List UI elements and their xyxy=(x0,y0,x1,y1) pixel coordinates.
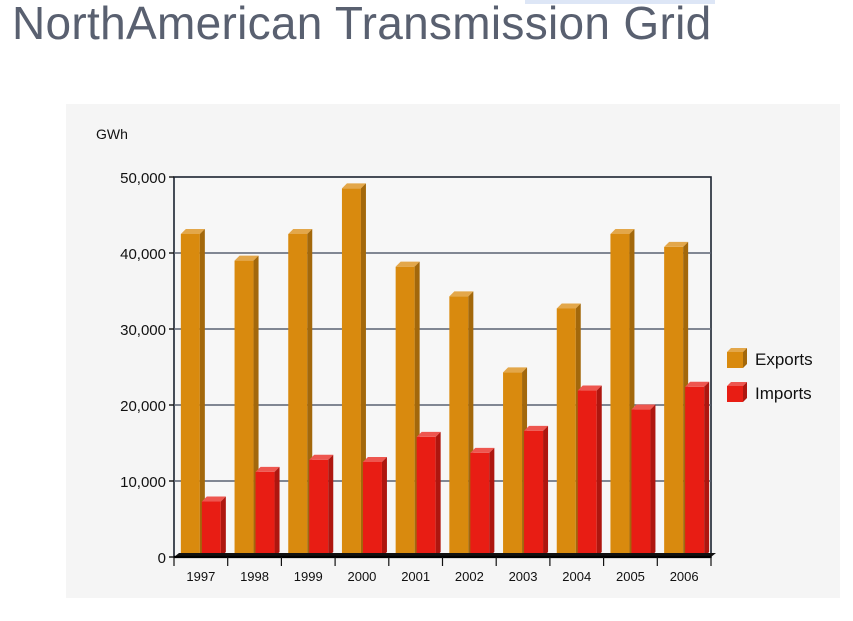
bar-top-exports-2006 xyxy=(664,241,689,247)
y-axis-label: GWh xyxy=(96,126,128,142)
x-tick-label: 1998 xyxy=(240,569,269,584)
bar-top-imports-2003 xyxy=(524,425,549,431)
bar-exports-1998 xyxy=(234,260,254,557)
bar-exports-1997 xyxy=(180,234,200,557)
bar-top-exports-2003 xyxy=(503,367,528,373)
x-tick-label: 2002 xyxy=(455,569,484,584)
bar-top-imports-2006 xyxy=(685,381,710,387)
bar-imports-1997 xyxy=(201,501,221,557)
bar-imports-1998 xyxy=(255,471,275,557)
bar-exports-2006 xyxy=(664,246,684,558)
y-tick-label: 40,000 xyxy=(120,246,166,263)
chart-panel: 50,000 40,000 30,000 20,000 10,000 0 GWh 1997 19… xyxy=(66,104,840,598)
bar-top-exports-2001 xyxy=(395,261,420,267)
bar-top-imports-1998 xyxy=(255,466,280,472)
bar-top-imports-1997 xyxy=(201,496,226,502)
bar-top-exports-1999 xyxy=(288,229,313,234)
bar-side-imports-1997 xyxy=(220,496,226,557)
x-tick-label: 2000 xyxy=(347,569,376,584)
bar-top-imports-2004 xyxy=(577,385,602,391)
bar-side-imports-2002 xyxy=(489,447,495,557)
bar-top-imports-2000 xyxy=(362,457,387,462)
bar-top-exports-2005 xyxy=(610,229,635,234)
bar-side-imports-2001 xyxy=(435,431,441,557)
bar-side-imports-1998 xyxy=(274,466,280,557)
bar-top-exports-2002 xyxy=(449,291,474,297)
legend-swatch-top xyxy=(727,382,747,386)
bar-imports-2003 xyxy=(524,430,544,557)
top-accent-bar xyxy=(525,0,715,4)
bar-top-exports-1997 xyxy=(180,229,205,234)
bar-top-imports-2001 xyxy=(416,431,441,437)
bar-top-exports-2000 xyxy=(341,183,366,189)
legend-label-exports: Exports xyxy=(755,350,813,369)
bar-top-exports-2004 xyxy=(556,303,581,309)
bar-side-imports-2003 xyxy=(543,425,549,557)
bar-imports-2000 xyxy=(362,462,382,557)
bar-side-imports-2006 xyxy=(704,381,710,557)
bar-side-imports-2005 xyxy=(650,404,656,557)
bar-imports-2004 xyxy=(577,390,597,557)
x-tick-label: 2005 xyxy=(616,569,645,584)
y-tick-label: 20,000 xyxy=(120,398,166,415)
y-tick-label: 0 xyxy=(158,550,166,567)
bar-exports-2002 xyxy=(449,296,469,557)
bar-exports-2004 xyxy=(556,308,576,557)
bar-side-imports-1999 xyxy=(328,454,334,557)
x-tick-label: 2003 xyxy=(509,569,538,584)
bar-imports-2002 xyxy=(470,452,490,557)
legend-swatch-side xyxy=(743,382,747,402)
y-tick-label: 30,000 xyxy=(120,322,166,339)
bar-imports-2005 xyxy=(631,409,651,557)
legend-swatch-side xyxy=(743,348,747,368)
x-tick-label: 2004 xyxy=(562,569,591,584)
x-tick-label: 1999 xyxy=(294,569,323,584)
bar-side-exports-1997 xyxy=(199,229,205,557)
bar-imports-2006 xyxy=(685,386,705,557)
bar-top-imports-2005 xyxy=(631,404,656,410)
bar-imports-1999 xyxy=(309,459,329,557)
bar-top-exports-1998 xyxy=(234,255,259,261)
bar-top-imports-2002 xyxy=(470,447,495,453)
bar-side-imports-2000 xyxy=(381,457,387,557)
bar-exports-2005 xyxy=(610,234,630,557)
bar-exports-2001 xyxy=(395,266,415,557)
bar-exports-2003 xyxy=(503,372,523,557)
legend-swatch-exports xyxy=(727,352,743,368)
bar-chart: 50,000 40,000 30,000 20,000 10,000 0 GWh 1997 19… xyxy=(96,126,813,584)
bar-exports-2000 xyxy=(341,188,361,557)
x-tick-label: 2001 xyxy=(401,569,430,584)
bar-exports-1999 xyxy=(288,234,308,557)
y-tick-label: 10,000 xyxy=(120,474,166,491)
x-tick-label: 2006 xyxy=(670,569,699,584)
legend-swatch-imports xyxy=(727,386,743,402)
legend-label-imports: Imports xyxy=(755,384,812,403)
y-tick-label: 50,000 xyxy=(120,170,166,187)
bar-imports-2001 xyxy=(416,436,436,557)
bar-top-imports-1999 xyxy=(309,454,334,460)
bar-side-imports-2004 xyxy=(596,385,602,557)
x-tick-label: 1997 xyxy=(186,569,215,584)
legend-swatch-top xyxy=(727,348,747,352)
page-title: NorthAmerican Transmission Grid xyxy=(12,0,712,49)
